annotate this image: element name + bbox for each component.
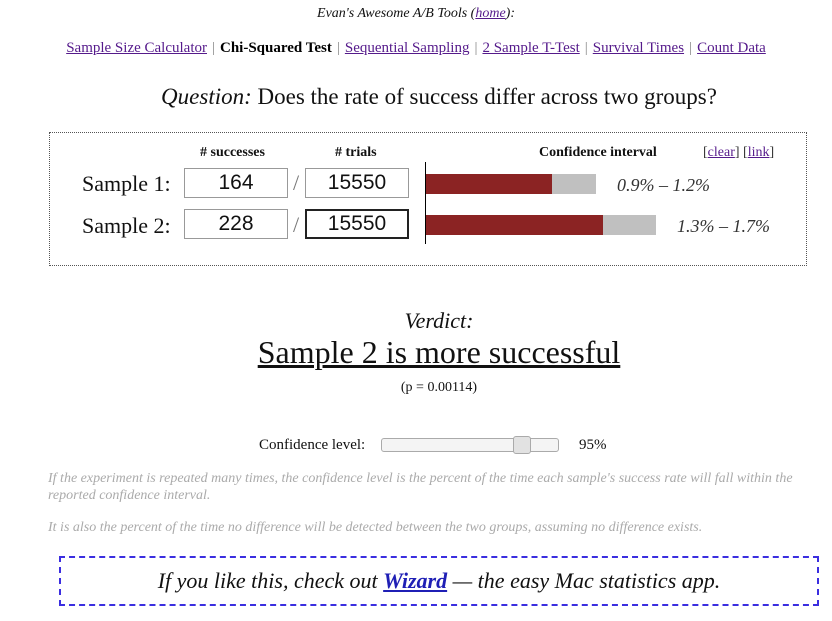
sample-1-successes-input[interactable]: 164 [184,168,288,198]
table-links: [clear] [link] [703,145,775,160]
nav-sequential[interactable]: Sequential Sampling [344,40,470,56]
verdict-heading: Verdict: [404,308,474,333]
sample-1-slash: / [293,170,300,195]
clear-link[interactable]: clear [707,145,735,160]
confidence-slider-thumb[interactable] [513,436,531,454]
sample-1-bar-fill [426,174,552,194]
site-header: Evan's Awesome A/B Tools (home): [317,6,515,21]
difference-note: It is also the percent of the time no di… [48,520,703,535]
page-question: Question: Does the rate of success diffe… [161,84,717,109]
sample-2-bar [426,215,656,235]
nav-separator: | [584,40,588,56]
column-divider [425,162,426,244]
nav-sample-size[interactable]: Sample Size Calculator [66,40,207,56]
nav-separator: | [211,40,215,56]
confidence-note: If the experiment is repeated many times… [48,471,793,503]
sample-2-label: Sample 2: [82,213,171,238]
col-trials-header: # trials [335,145,377,160]
sample-2-successes-input[interactable]: 228 [184,209,288,239]
sample-1-label: Sample 1: [82,171,171,196]
sample-2-bar-fill [426,215,604,235]
p-value: (p = 0.00114) [400,380,478,395]
sample-1-ci: 0.9% – 1.2% [617,175,710,195]
verdict-text: Sample 2 is more successful [257,334,621,370]
confidence-slider[interactable] [381,438,559,452]
nav-t-test[interactable]: 2 Sample T-Test [482,40,580,56]
col-successes-header: # successes [200,145,265,160]
sample-2-slash: / [293,212,300,237]
permalink-link[interactable]: link [747,145,770,160]
wizard-link[interactable]: Wizard [383,568,448,593]
nav-separator: | [474,40,478,56]
promo-banner: If you like this, check out Wizard — the… [59,556,819,606]
input-panel [49,132,807,266]
confidence-value: 95% [579,437,607,453]
nav-separator: | [689,40,693,56]
nav-count-data[interactable]: Count Data [697,40,766,56]
col-ci-header: Confidence interval [539,145,657,160]
tool-nav: Sample Size Calculator | Chi-Squared Test |… [0,40,832,57]
sample-2-trials-input[interactable]: 15550 [305,209,409,239]
nav-survival[interactable]: Survival Times [592,40,685,56]
confidence-label: Confidence level: [259,437,366,453]
sample-1-bar [426,174,596,194]
sample-1-trials-input[interactable]: 15550 [305,168,409,198]
home-link[interactable]: home [475,6,506,21]
nav-separator: | [336,40,340,56]
sample-2-ci: 1.3% – 1.7% [677,216,770,236]
nav-chi-squared: Chi-Squared Test [220,40,332,56]
